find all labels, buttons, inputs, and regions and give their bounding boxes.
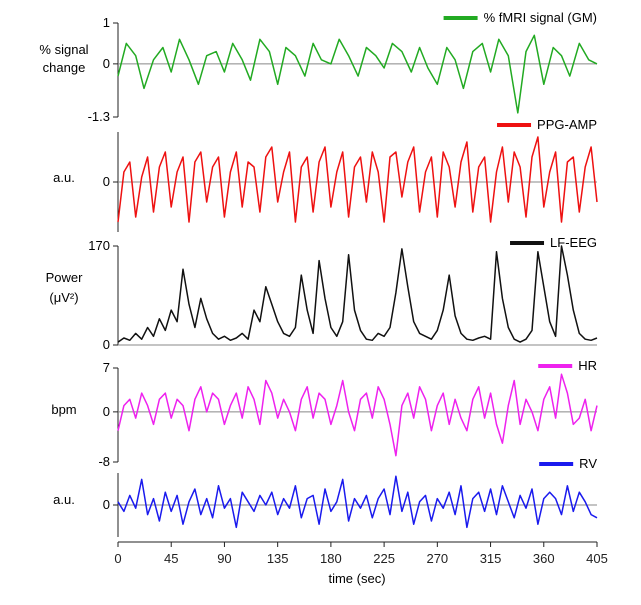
y-axis-label-eeg: Power (46, 270, 84, 285)
legend-label-gm: % fMRI signal (GM) (484, 10, 597, 25)
series-line-gm (117, 34, 598, 114)
series-line-hr (117, 373, 598, 457)
x-axis-ticks: 0 45 90 135 180 225 270 315 360 405 (114, 542, 608, 566)
y-tick-label-eeg: 170 (88, 238, 110, 253)
panel-ppg: 0 a.u. PPG-AMP (53, 117, 598, 232)
y-tick-label-gm: -1.3 (88, 109, 110, 124)
legend-swatch-hr (538, 364, 573, 368)
legend-swatch-ppg (497, 123, 532, 127)
y-axis-label-ppg: a.u. (53, 170, 75, 185)
legend-swatch-rv (539, 462, 574, 466)
series-line-eeg (117, 245, 598, 343)
x-tick-label: 180 (320, 551, 342, 566)
x-tick-label: 405 (586, 551, 608, 566)
y-axis-label-gm: change (43, 60, 86, 75)
series-line-ppg (117, 136, 598, 223)
x-tick-label: 135 (267, 551, 289, 566)
x-tick-label: 0 (114, 551, 121, 566)
panel-hr: 7 0 -8 bpm HR (51, 358, 598, 469)
y-axis-label-rv: a.u. (53, 492, 75, 507)
y-tick-label-hr: 0 (103, 404, 110, 419)
x-tick-label: 315 (480, 551, 502, 566)
y-tick-label-eeg: 0 (103, 337, 110, 352)
x-tick-label: 45 (164, 551, 178, 566)
legend-label-ppg: PPG-AMP (537, 117, 597, 132)
legend-swatch-gm (443, 16, 478, 20)
panels-layer: 1 0 -1.3 % signal change % fMRI signal (GM) 0 a… (39, 10, 598, 537)
legend-swatch-eeg (510, 241, 545, 245)
panel-rv: 0 a.u. RV (53, 456, 598, 537)
x-tick-label: 360 (533, 551, 555, 566)
y-tick-label-gm: 0 (103, 56, 110, 71)
panel-eeg: 170 0 Power (μV²) LF-EEG (46, 235, 598, 352)
y-tick-label-hr: -8 (98, 454, 110, 469)
x-axis: 0 45 90 135 180 225 270 315 360 405 time (sec) (114, 541, 608, 586)
y-axis-label-hr: bpm (51, 402, 76, 417)
legend-label-eeg: LF-EEG (550, 235, 597, 250)
y-tick-label-gm: 1 (103, 15, 110, 30)
y-axis-label-eeg: (μV²) (49, 290, 78, 305)
y-tick-label-hr: 7 (103, 360, 110, 375)
x-axis-title: time (sec) (328, 571, 385, 586)
x-tick-label: 90 (217, 551, 231, 566)
x-tick-label: 270 (426, 551, 448, 566)
y-tick-label-ppg: 0 (103, 174, 110, 189)
y-axis-label-gm: % signal (39, 42, 88, 57)
legend-label-rv: RV (579, 456, 597, 471)
x-tick-label: 225 (373, 551, 395, 566)
series-line-rv (117, 475, 598, 529)
y-tick-label-rv: 0 (103, 497, 110, 512)
panel-gm: 1 0 -1.3 % signal change % fMRI signal (GM) (39, 10, 598, 124)
legend-label-hr: HR (578, 358, 597, 373)
